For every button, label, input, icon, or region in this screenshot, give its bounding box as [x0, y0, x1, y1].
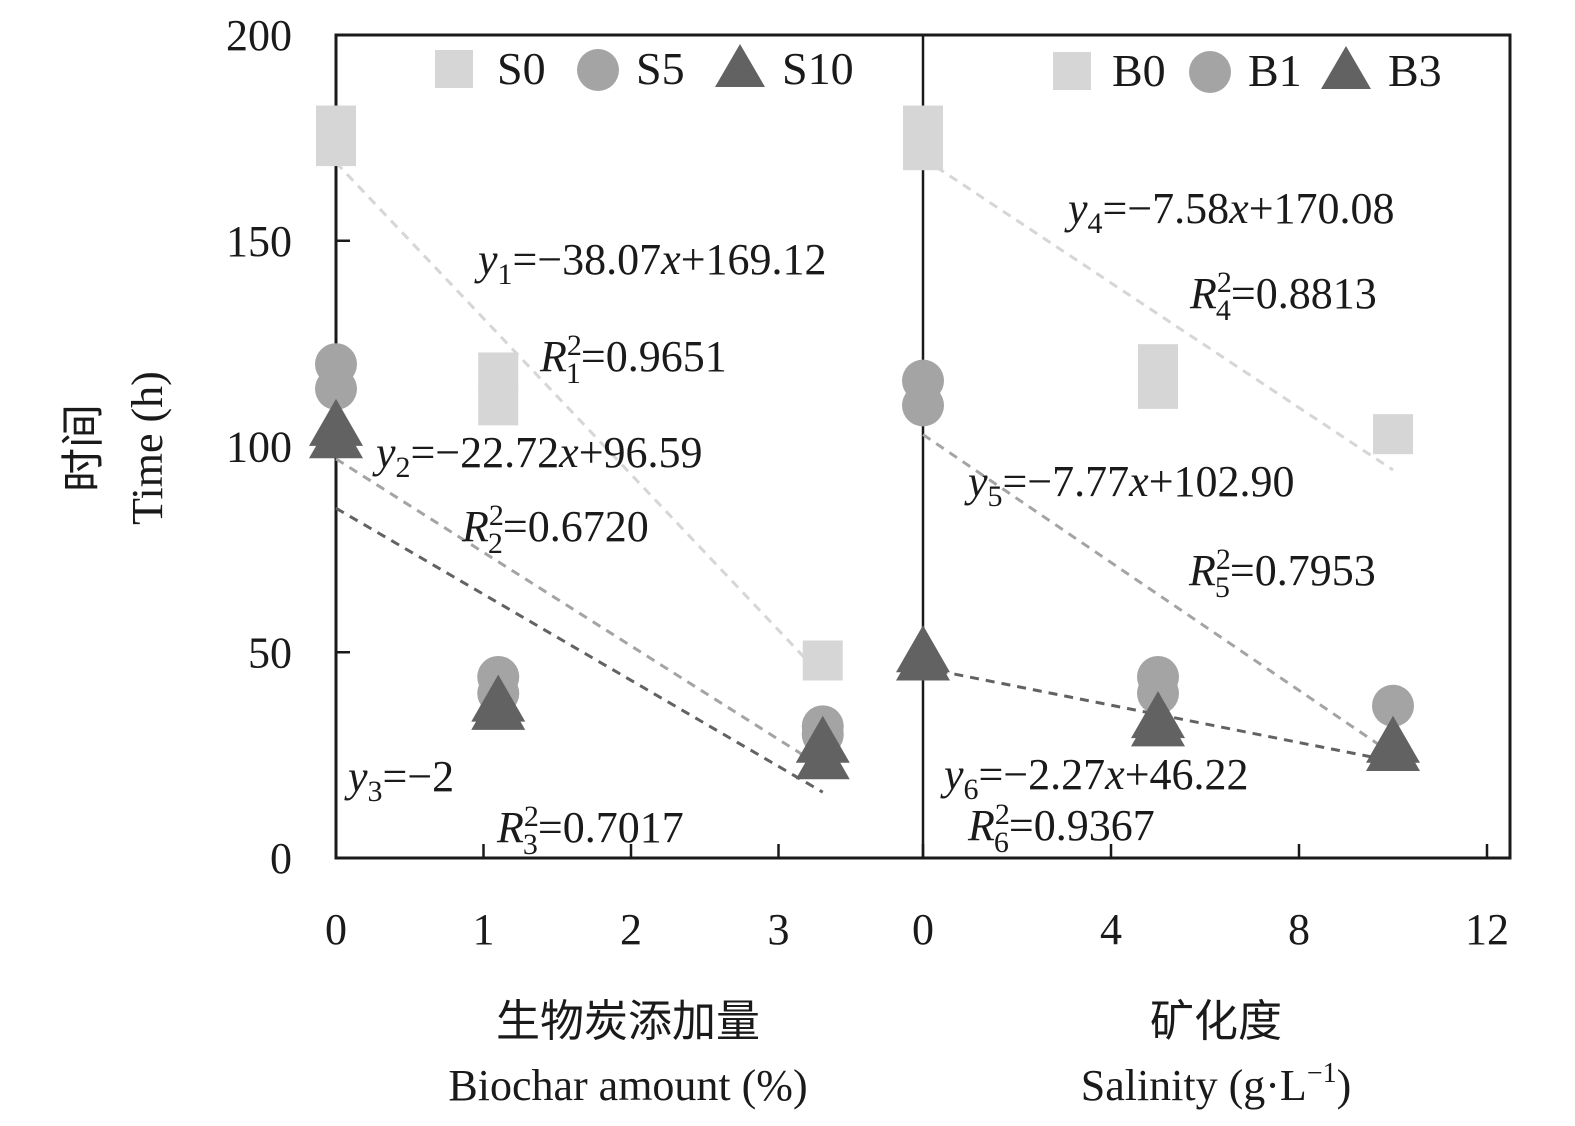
legend-label-s10: S10 [782, 43, 854, 94]
y-axis-title-cn: 时间 [58, 404, 109, 492]
legend-marker-b1 [1189, 51, 1231, 93]
x-tick-label: 2 [620, 905, 642, 954]
point-b0 [1138, 368, 1178, 409]
legend-marker-s10 [715, 44, 765, 87]
point-s10 [471, 682, 526, 730]
x-tick-label: 1 [473, 905, 495, 954]
legend-marker-s5 [577, 49, 619, 91]
r2-6: R2 6=0.9367 [967, 798, 1155, 859]
point-b1 [1372, 684, 1414, 727]
point-b3 [896, 633, 950, 681]
x-axis-title-left-en: Biochar amount (%) [448, 1061, 807, 1110]
point-b3 [1131, 699, 1185, 747]
right-legend: B0 B1 B3 [1053, 45, 1442, 96]
x-axis-title-right-cn: 矿化度 [1150, 996, 1282, 1047]
y-tick-label: 200 [226, 11, 292, 60]
left-legend: S0 S5 S10 [435, 43, 854, 94]
point-s0 [316, 126, 356, 167]
x-tick-label: 3 [768, 905, 790, 954]
x-axis-title-left-cn: 生物炭添加量 [496, 996, 760, 1047]
point-s5 [315, 367, 357, 410]
legend-label-s0: S0 [497, 43, 546, 94]
equation-y5: y5=−7.77x+102.90 [964, 457, 1295, 513]
equation-y2: y2=−22.72x+96.59 [372, 428, 703, 484]
x-tick-label: 0 [325, 905, 347, 954]
points-layer [309, 105, 1420, 780]
x-tick-label: 12 [1465, 905, 1509, 954]
legend-label-s5: S5 [636, 43, 685, 94]
r2-2: R2 2=0.6720 [461, 499, 649, 560]
equation-y3: y3=−2 [344, 752, 454, 808]
point-b1 [902, 384, 944, 427]
legend-marker-b0 [1053, 52, 1091, 90]
trendline-s0 [334, 161, 824, 678]
r2-4: R2 4=0.8813 [1189, 266, 1377, 327]
r2-3: R2 3=0.7017 [496, 800, 684, 861]
x-tick-label: 4 [1100, 905, 1122, 954]
point-b0 [903, 130, 943, 171]
legend-marker-s0 [435, 50, 473, 88]
legend-label-b1: B1 [1248, 45, 1302, 96]
point-s10 [795, 732, 850, 780]
r2-1: R2 1=0.9651 [539, 329, 727, 390]
x-tick-label: 0 [912, 905, 934, 954]
equation-y4: y4=−7.58x+170.08 [1064, 184, 1395, 240]
x-axis-title-right-en: Salinity (g·L−1) [1081, 1058, 1352, 1110]
point-s10 [309, 411, 363, 459]
y-tick-label: 100 [226, 423, 292, 472]
x-tick-label: 8 [1288, 905, 1310, 954]
point-b0 [1373, 414, 1413, 455]
trendline-b0 [922, 156, 1394, 472]
trendline-layer [334, 156, 1394, 794]
y-tick-label: 0 [270, 834, 292, 883]
trendline-s10 [335, 506, 824, 794]
trendline-s5 [335, 457, 824, 769]
legend-label-b0: B0 [1112, 45, 1166, 96]
point-s0 [802, 640, 843, 681]
left-equations: y1=−38.07x+169.12 R2 1=0.9651 y2=−22.72x+… [344, 235, 827, 861]
point-b3 [1366, 724, 1420, 772]
equation-y6: y6=−2.27x+46.22 [940, 750, 1249, 806]
equation-y1: y1=−38.07x+169.12 [474, 235, 827, 291]
y-axis-title-en: Time (h) [123, 371, 172, 525]
y-tick-label: 150 [226, 217, 292, 266]
y-tick-label: 50 [248, 628, 292, 677]
legend-marker-b3 [1321, 46, 1371, 89]
point-s0 [478, 385, 519, 426]
r2-5: R2 5=0.7953 [1188, 543, 1376, 604]
legend-label-b3: B3 [1388, 45, 1442, 96]
right-equations: y4=−7.58x+170.08 R2 4=0.8813 y5=−7.77x+10… [940, 184, 1395, 859]
